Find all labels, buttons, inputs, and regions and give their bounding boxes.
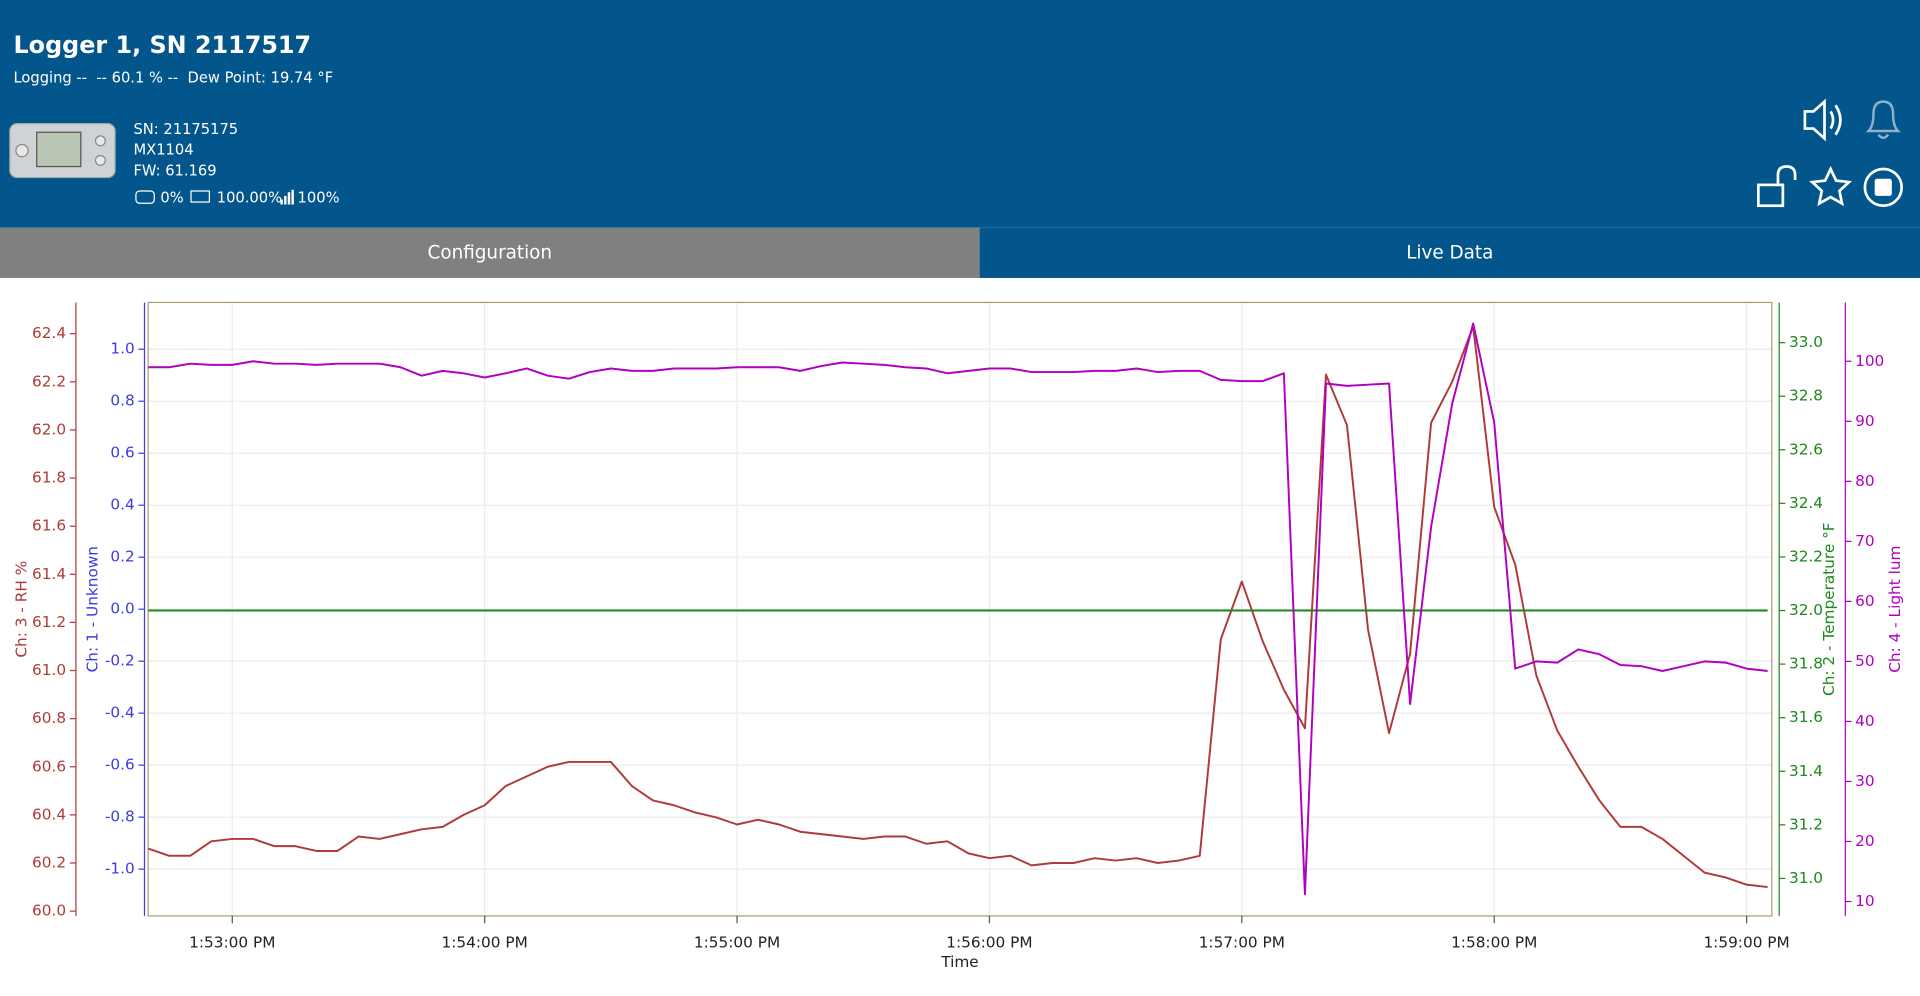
y-tick-label: 70 xyxy=(1855,532,1874,550)
header-bg xyxy=(0,0,1920,228)
y-tick-label: 62.2 xyxy=(32,372,66,390)
alarm-button[interactable] xyxy=(1865,100,1901,139)
y-tick-label: 61.2 xyxy=(32,613,66,631)
signal: 100% xyxy=(298,189,340,206)
y-tick-label: 61.0 xyxy=(32,661,66,679)
y-tick-label: 61.4 xyxy=(32,565,66,583)
logger-title: Logger 1, SN 2117517 xyxy=(13,31,311,59)
y-tick-label: 0.4 xyxy=(110,496,134,514)
y-tick-label: 60.6 xyxy=(32,757,66,775)
tab-label[interactable]: Configuration xyxy=(428,242,553,263)
x-tick-label: 1:55:00 PM xyxy=(694,933,780,951)
x-tick-label: 1:58:00 PM xyxy=(1451,933,1537,951)
y-tick-label: 62.0 xyxy=(32,420,66,438)
y-tick-label: -0.6 xyxy=(105,756,135,774)
serial: SN: 21175175 xyxy=(133,121,238,138)
axis-title: Ch: 1 - Unknown xyxy=(84,546,102,672)
y-tick-label: -0.2 xyxy=(105,652,135,670)
axis-title: Ch: 4 - Light lum xyxy=(1886,546,1904,673)
y-tick-label: 90 xyxy=(1855,412,1874,430)
memory: 0% xyxy=(160,189,183,206)
y-tick-label: 1.0 xyxy=(110,340,134,358)
logger-status: Logging -- -- 60.1 % -- Dew Point: 19.74… xyxy=(13,69,333,86)
y-tick-label: 60.2 xyxy=(32,853,66,871)
axis-title: Ch: 3 - RH % xyxy=(13,561,31,658)
x-tick-label: 1:53:00 PM xyxy=(189,933,275,951)
y-tick-label: 61.8 xyxy=(32,469,66,487)
firmware: FW: 61.169 xyxy=(133,162,216,179)
y-tick-label: 31.2 xyxy=(1789,815,1823,833)
y-tick-label: 0.0 xyxy=(110,600,134,618)
x-tick-label: 1:54:00 PM xyxy=(442,933,528,951)
y-tick-label: 61.6 xyxy=(32,517,66,535)
y-tick-label: 32.2 xyxy=(1789,547,1823,565)
y-tick-label: 32.4 xyxy=(1789,494,1823,512)
y-tick-label: 0.8 xyxy=(110,392,134,410)
sound-button[interactable] xyxy=(1803,98,1842,142)
tab-live-data[interactable] xyxy=(979,227,1920,278)
plot-frame xyxy=(147,301,1773,917)
battery-icon xyxy=(190,190,211,203)
device-image xyxy=(9,123,116,179)
model: MX1104 xyxy=(133,142,193,159)
y-tick-label: 31.0 xyxy=(1789,869,1823,887)
y-tick-label: 60.8 xyxy=(32,709,66,727)
memory-icon xyxy=(135,190,155,204)
favorite-button[interactable] xyxy=(1809,165,1853,207)
y-tick-label: 60.4 xyxy=(32,805,66,823)
tab-configuration[interactable] xyxy=(0,227,980,278)
y-tick-label: 33.0 xyxy=(1789,333,1823,351)
x-tick-label: 1:56:00 PM xyxy=(946,933,1032,951)
stop-button[interactable] xyxy=(1863,167,1903,208)
y-tick-label: 31.4 xyxy=(1789,762,1823,780)
y-tick-label: 30 xyxy=(1855,772,1874,790)
y-tick-label: -1.0 xyxy=(105,860,135,878)
series-line xyxy=(148,322,1768,896)
y-tick-label: 0.6 xyxy=(110,444,134,462)
y-tick-label: 32.6 xyxy=(1789,440,1823,458)
battery: 100.00% xyxy=(217,189,282,206)
y-tick-label: 100 xyxy=(1855,352,1884,370)
y-tick-label: 80 xyxy=(1855,472,1874,490)
y-tick-label: -0.8 xyxy=(105,808,135,826)
tab-label[interactable]: Live Data xyxy=(1406,242,1493,263)
y-tick-label: 50 xyxy=(1855,652,1874,670)
y-tick-label: 0.2 xyxy=(110,548,134,566)
series-line xyxy=(147,325,1768,889)
y-tick-label: 40 xyxy=(1855,712,1874,730)
y-tick-label: 32.8 xyxy=(1789,387,1823,405)
y-tick-label: 62.4 xyxy=(32,324,66,342)
y-tick-label: 31.8 xyxy=(1789,655,1823,673)
y-tick-label: 31.6 xyxy=(1789,708,1823,726)
lock-button[interactable] xyxy=(1757,165,1797,208)
y-tick-label: -0.4 xyxy=(105,704,135,722)
y-tick-label: 60.0 xyxy=(32,902,66,920)
x-tick-label: 1:57:00 PM xyxy=(1199,933,1285,951)
axis-title: Ch: 2 - Temperature °F xyxy=(1820,522,1838,696)
y-tick-label: 20 xyxy=(1855,832,1874,850)
chart: 60.0 60.2 60.4 60.6 60.8 61.0 61.2 61.4 61.6 61.8… xyxy=(13,301,1904,971)
y-tick-label: 32.0 xyxy=(1789,601,1823,619)
x-axis-title: Time xyxy=(940,953,978,971)
x-tick-label: 1:59:00 PM xyxy=(1703,933,1789,951)
signal-icon xyxy=(280,189,294,205)
y-tick-label: 60 xyxy=(1855,592,1874,610)
y-tick-label: 10 xyxy=(1855,892,1874,910)
